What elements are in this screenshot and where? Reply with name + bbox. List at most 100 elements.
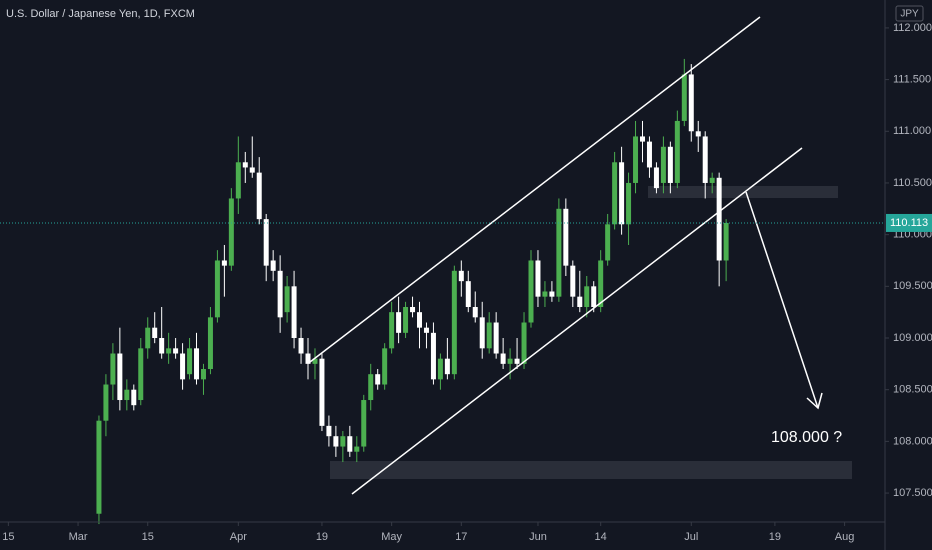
- candle-body: [291, 286, 297, 339]
- arrow-head: [806, 392, 823, 410]
- candle-body: [549, 291, 555, 297]
- candle-body: [214, 260, 220, 318]
- y-tick-label: 109.000: [893, 332, 932, 344]
- candle-body: [423, 327, 429, 333]
- x-tick-label: 15: [2, 531, 14, 543]
- candle-body: [194, 348, 200, 380]
- candle-body: [319, 358, 325, 426]
- candle-body: [117, 353, 123, 401]
- candle-body: [333, 436, 339, 447]
- candle-body: [368, 374, 374, 401]
- arrow-shaft: [745, 191, 819, 409]
- candle-body: [493, 322, 499, 354]
- candle-body: [354, 446, 360, 452]
- candle-body: [535, 260, 541, 297]
- candle-body: [598, 260, 604, 307]
- candle-body: [340, 436, 346, 447]
- candle-body: [584, 286, 590, 307]
- candle-body: [639, 136, 645, 142]
- candle-body: [619, 162, 625, 225]
- candle-body: [103, 384, 109, 421]
- candle-body: [159, 338, 165, 354]
- candle-body: [437, 358, 443, 380]
- annotation: 108.000 ?: [771, 429, 842, 446]
- y-tick-label: 108.500: [893, 384, 932, 396]
- candle-body: [403, 306, 409, 333]
- candle-body: [180, 353, 186, 380]
- candle-body: [242, 162, 248, 168]
- candle-body: [166, 348, 172, 354]
- candle-body: [410, 306, 416, 313]
- x-tick-label: Jul: [684, 531, 698, 543]
- x-tick-label: May: [381, 531, 402, 543]
- candle-body: [591, 286, 597, 307]
- candle-body: [382, 348, 388, 385]
- y-tick-label: 108.000: [893, 435, 932, 447]
- candle-body: [514, 358, 520, 364]
- candle-body: [605, 224, 611, 261]
- candle-body: [298, 338, 304, 354]
- candle-body: [312, 358, 318, 364]
- candle-body: [417, 312, 423, 328]
- candle-body: [396, 312, 402, 333]
- candle-body: [200, 369, 206, 380]
- candle-body: [277, 270, 283, 318]
- candle-body: [187, 348, 193, 375]
- candle-body: [173, 348, 179, 354]
- x-tick-label: 15: [142, 531, 154, 543]
- channel-upper: [309, 16, 761, 363]
- candle-body: [612, 162, 618, 225]
- y-tick-label: 109.500: [893, 280, 932, 292]
- candle-body: [479, 317, 485, 349]
- candle-body: [138, 348, 144, 401]
- candle-body: [542, 291, 548, 297]
- candle-body: [702, 136, 708, 183]
- last-price-label: 110.113: [890, 217, 928, 229]
- candle-body: [667, 146, 673, 183]
- candle-body: [207, 317, 213, 370]
- candle-body: [389, 312, 395, 349]
- x-tick-label: 19: [316, 531, 328, 543]
- channel-lower: [351, 147, 803, 495]
- candle-body: [500, 353, 506, 364]
- candle-body: [653, 167, 659, 189]
- candle-body: [709, 177, 715, 183]
- currency: JPY: [900, 9, 919, 20]
- candle-body: [326, 425, 332, 437]
- candle-body: [270, 260, 276, 271]
- y-tick-label: 111.500: [893, 73, 931, 85]
- x-tick-label: 14: [595, 531, 607, 543]
- candle-body: [563, 208, 569, 266]
- candle-body: [507, 358, 513, 364]
- candle-body: [556, 208, 562, 297]
- resistance-zone: [648, 186, 838, 198]
- x-tick-label: 19: [769, 531, 781, 543]
- candle-body: [96, 420, 102, 514]
- x-tick-label: Aug: [835, 531, 855, 543]
- candle-body: [124, 389, 130, 401]
- candle-body: [263, 219, 269, 266]
- candle-body: [221, 260, 227, 266]
- candle-body: [361, 400, 367, 447]
- candle-body: [110, 353, 116, 385]
- candle-body: [444, 358, 450, 375]
- y-tick-label: 110.500: [893, 177, 932, 189]
- x-tick-label: Jun: [529, 531, 547, 543]
- candle-body: [570, 265, 576, 297]
- candle-body: [723, 222, 729, 261]
- candle-body: [681, 74, 687, 121]
- candle-body: [626, 182, 632, 225]
- last-price-box: [886, 213, 932, 232]
- candle-body: [674, 120, 680, 183]
- candle-body: [521, 322, 527, 364]
- candle-body: [458, 270, 464, 282]
- candle-body: [430, 332, 436, 380]
- candle-body: [256, 172, 262, 220]
- candle-body: [660, 146, 666, 183]
- candle-body: [528, 260, 534, 323]
- candle-body: [305, 353, 311, 364]
- candle-body: [451, 270, 457, 375]
- candle-body: [347, 436, 353, 452]
- candle-body: [472, 306, 478, 318]
